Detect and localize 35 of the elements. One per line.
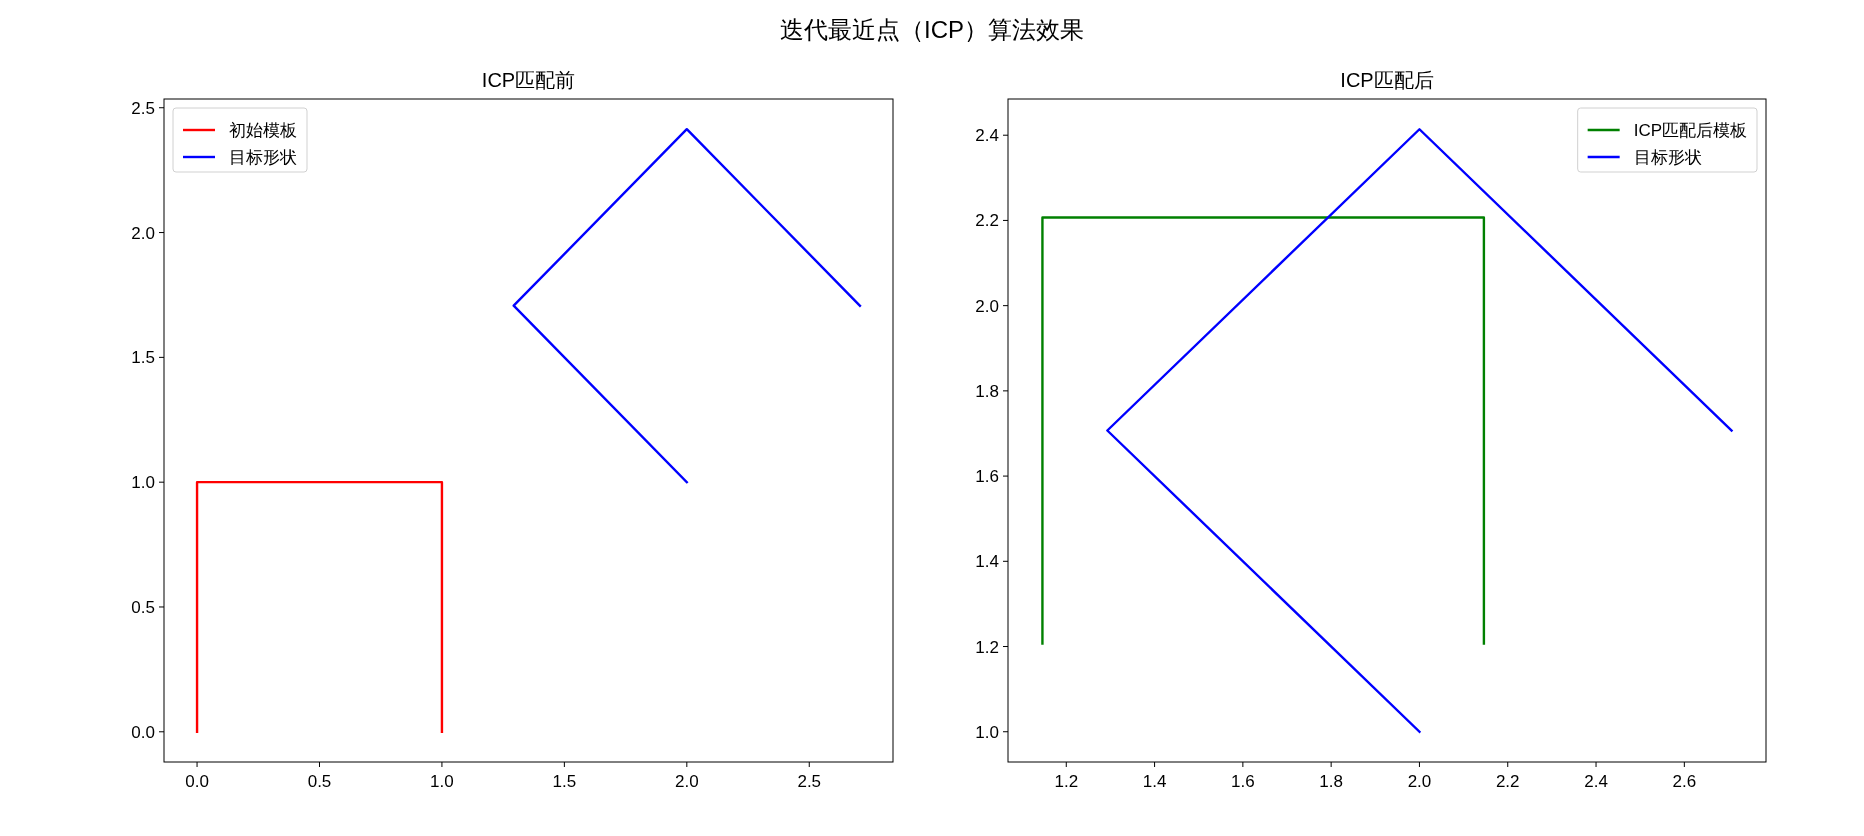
y-tick-label: 1.6 [975, 467, 999, 487]
x-tick-label: 1.8 [1319, 772, 1343, 791]
x-tick-label: 1.2 [1054, 772, 1079, 791]
legend-label: 初始模板 [229, 121, 297, 140]
y-tick-label: 0.0 [131, 722, 155, 742]
x-tick-label: 2.2 [1495, 772, 1520, 791]
x-tick-label: 2.0 [1407, 772, 1432, 791]
x-tick-label: 1.6 [1231, 772, 1255, 791]
y-tick-label: 0.5 [131, 597, 155, 617]
text: 迭代最近点（ICP）算法效果 [779, 16, 1085, 43]
x-tick-label: 2.4 [1584, 772, 1608, 791]
y-tick-label: 2.5 [131, 98, 155, 118]
legend-label: 目标形状 [1633, 148, 1702, 167]
y-tick-label: 1.8 [975, 381, 999, 401]
y-tick-label: 2.4 [975, 126, 999, 146]
legend-label: 目标形状 [229, 148, 297, 167]
y-tick-label: 2.0 [975, 296, 999, 316]
y-tick-label: 1.0 [131, 473, 155, 493]
x-tick-label: 0.5 [307, 772, 332, 791]
y-tick-label: 1.2 [975, 637, 999, 657]
y-tick-label: 2.2 [975, 211, 999, 231]
y-tick-label: 1.4 [975, 552, 999, 572]
legend-label: ICP匹配后模板 [1633, 121, 1747, 140]
y-tick-label: 1.0 [975, 722, 999, 742]
x-tick-label: 2.0 [674, 772, 699, 791]
x-tick-label: 2.5 [797, 772, 822, 791]
x-tick-label: 1.4 [1142, 772, 1167, 791]
x-tick-label: 2.6 [1672, 772, 1697, 791]
x-tick-label: 1.0 [430, 772, 454, 791]
chart-title: ICP匹配前 [481, 69, 576, 91]
y-tick-label: 1.5 [131, 348, 155, 368]
x-tick-label: 1.5 [552, 772, 577, 791]
y-tick-label: 2.0 [131, 223, 155, 243]
chart-title: ICP匹配后 [1340, 69, 1434, 91]
x-tick-label: 0.0 [185, 772, 209, 791]
